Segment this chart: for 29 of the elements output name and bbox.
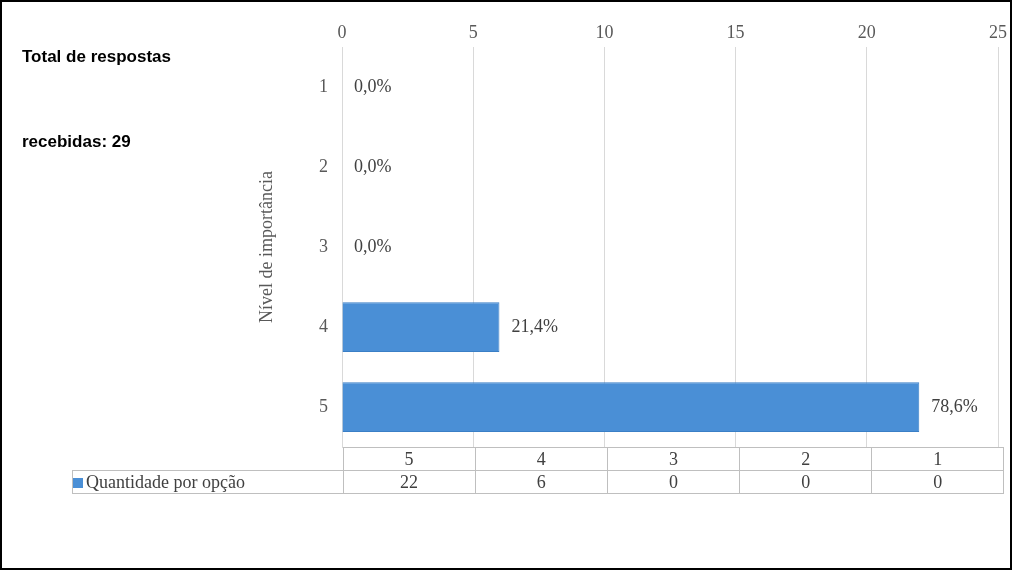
- text: 22: [343, 470, 476, 494]
- text: 0: [607, 470, 740, 494]
- text: 6: [475, 470, 608, 494]
- category-label: 2: [801, 448, 811, 469]
- annotation: 0,0%: [354, 155, 392, 176]
- y-tick-label: 4: [319, 315, 328, 336]
- annotation: 78,6%: [931, 395, 978, 416]
- text: 0: [871, 470, 1004, 494]
- annotation: 0,0%: [354, 235, 392, 256]
- chart-title: Total de respostas recebidas: 29: [22, 47, 171, 151]
- y-tick-label: 1: [319, 75, 328, 96]
- x-tick-label: 25: [989, 21, 1007, 42]
- category-label: 3: [668, 448, 678, 469]
- x-tick-label: 10: [595, 21, 614, 42]
- category-label: 1: [933, 448, 943, 469]
- annotation: 21,4%: [511, 315, 558, 336]
- annotation: 0,0%: [354, 75, 392, 96]
- text: 0: [739, 470, 872, 494]
- x-tick-label: 20: [857, 21, 876, 42]
- y-tick-label: 3: [319, 235, 328, 256]
- x-tick-label: 15: [726, 21, 745, 42]
- x-tick-label: 5: [468, 21, 478, 42]
- y-axis-title: Nível de importância: [255, 171, 276, 324]
- x-tick-label: 0: [337, 21, 347, 42]
- category-label: 4: [536, 448, 546, 469]
- y-tick-label: 5: [319, 395, 328, 416]
- category-label: 5: [404, 448, 414, 469]
- legend-label: Quantidade por opção: [72, 470, 343, 494]
- y-tick-label: 2: [319, 155, 328, 176]
